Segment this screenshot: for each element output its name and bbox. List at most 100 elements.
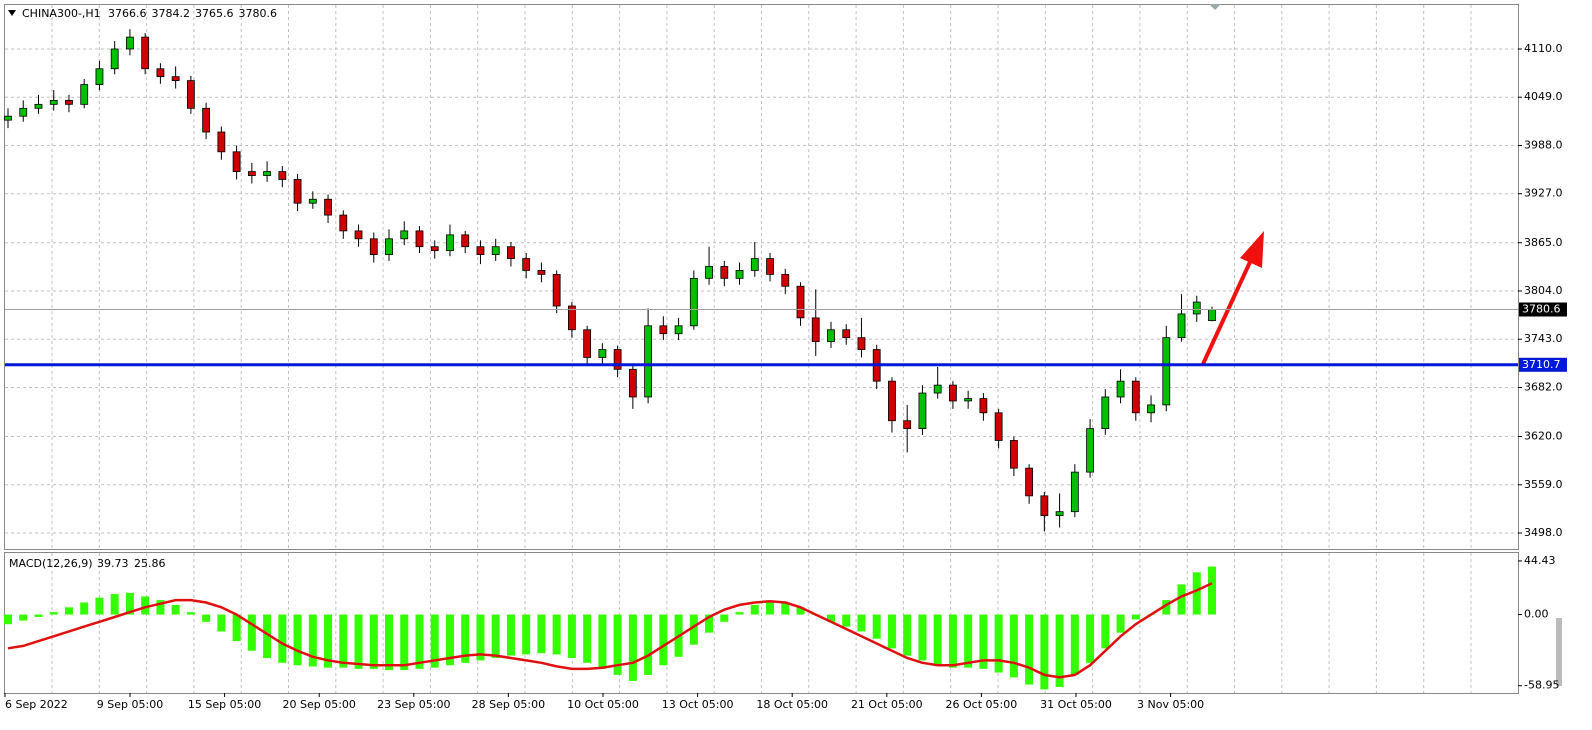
- y-tick-label: 3927.0: [1524, 187, 1563, 200]
- candle-body: [827, 329, 835, 343]
- candle-body: [1162, 337, 1171, 406]
- histogram-bar: [1025, 614, 1034, 685]
- histogram-bar: [186, 612, 195, 615]
- candle-body: [461, 234, 470, 248]
- histogram-bar: [994, 614, 1003, 673]
- histogram-bar: [202, 614, 211, 622]
- y-tick-label: 3865.0: [1524, 236, 1563, 249]
- histogram-bar: [415, 614, 424, 669]
- candle-body: [507, 246, 515, 259]
- y-tick-label: 44.43: [1524, 554, 1556, 567]
- macd-value: 39.73: [97, 557, 129, 570]
- menu-triangle: [8, 10, 16, 16]
- candle-body: [65, 99, 73, 105]
- candle-body: [400, 230, 409, 240]
- header-value: 3784.2: [152, 7, 191, 20]
- candle-body: [308, 198, 317, 204]
- candle-body: [1101, 396, 1110, 430]
- header-value: 3765.6: [195, 7, 234, 20]
- histogram-bar: [293, 614, 302, 666]
- candle-body: [1025, 467, 1034, 497]
- x-tick-label: 18 Oct 05:00: [756, 698, 828, 711]
- candle-body: [766, 258, 774, 275]
- y-tick-label: 0.00: [1524, 608, 1549, 621]
- histogram-bar: [110, 594, 119, 615]
- candle-body: [644, 325, 653, 398]
- candle-body: [19, 107, 28, 117]
- histogram-bar: [369, 614, 378, 669]
- candle-body: [583, 329, 592, 358]
- candle-body: [781, 273, 790, 287]
- histogram-bar: [781, 602, 790, 615]
- histogram-bar: [400, 614, 409, 671]
- histogram-bar: [522, 614, 531, 655]
- histogram-bar: [354, 614, 363, 669]
- candle-body: [156, 68, 165, 78]
- histogram-bar: [705, 614, 714, 633]
- candle-body: [994, 412, 1003, 441]
- histogram-bar: [1101, 614, 1110, 649]
- histogram-bar: [95, 597, 104, 615]
- candle-body: [202, 107, 211, 133]
- candle-body: [415, 230, 424, 248]
- x-tick-label: 28 Sep 05:00: [472, 698, 545, 711]
- histogram-bar: [263, 614, 272, 658]
- candle-body: [80, 84, 89, 105]
- histogram-bar: [1070, 614, 1079, 675]
- histogram-bar: [232, 614, 241, 642]
- histogram-bar: [720, 614, 729, 622]
- candle-body: [278, 171, 287, 180]
- candle-body: [1177, 313, 1186, 339]
- candle-body: [567, 305, 576, 331]
- histogram-bar: [826, 614, 835, 622]
- candle-body: [186, 80, 195, 109]
- signal-line: [7, 582, 1213, 679]
- histogram-bar: [278, 614, 287, 663]
- histogram-bar: [339, 614, 348, 668]
- histogram-bar: [49, 612, 58, 615]
- candle-body: [964, 398, 973, 402]
- candle-body: [1055, 511, 1064, 517]
- level-label-box: [1519, 357, 1567, 372]
- candle-body: [1147, 404, 1155, 414]
- y-tick-label: 3559.0: [1524, 478, 1563, 491]
- histogram-bar: [613, 614, 622, 675]
- candle-body: [903, 420, 912, 430]
- candle-body: [628, 368, 637, 398]
- histogram-bar: [430, 614, 439, 668]
- candle-body: [385, 238, 393, 256]
- candle-body: [217, 131, 226, 153]
- candle-body: [1086, 428, 1094, 473]
- candle-body: [34, 103, 43, 109]
- candle-body: [1009, 440, 1018, 469]
- candle-body: [171, 76, 180, 82]
- histogram-bar: [385, 614, 394, 671]
- level-label: 3710.7: [1522, 358, 1561, 371]
- histogram-bar: [4, 614, 12, 625]
- y-tick-label: 3743.0: [1524, 332, 1563, 345]
- candle-body: [1116, 380, 1125, 398]
- histogram-bar: [948, 614, 957, 668]
- grid: [5, 5, 1518, 693]
- x-tick-label: 21 Oct 05:00: [851, 698, 923, 711]
- histogram-bar: [1009, 614, 1018, 678]
- candle-body: [811, 317, 820, 343]
- signal-value: 25.86: [134, 557, 166, 570]
- histogram-bar: [1131, 614, 1140, 620]
- arrow-shaft: [1201, 261, 1252, 365]
- histogram-bar: [766, 601, 775, 615]
- macd-title: MACD(12,26,9): [9, 557, 93, 570]
- candle-body: [796, 285, 805, 319]
- arrow-head: [1240, 231, 1264, 268]
- x-tick-label: 6 Sep 2022: [5, 698, 68, 711]
- histogram-bar: [872, 614, 881, 639]
- y-tick-label: 4110.0: [1524, 42, 1563, 55]
- x-tick-label: 26 Oct 05:00: [946, 698, 1018, 711]
- candle-body: [1208, 309, 1216, 321]
- histogram-bar: [796, 607, 805, 615]
- histogram-bar: [644, 614, 653, 675]
- candle-body: [918, 392, 927, 430]
- candle-body: [263, 171, 271, 176]
- candle-body: [95, 68, 104, 85]
